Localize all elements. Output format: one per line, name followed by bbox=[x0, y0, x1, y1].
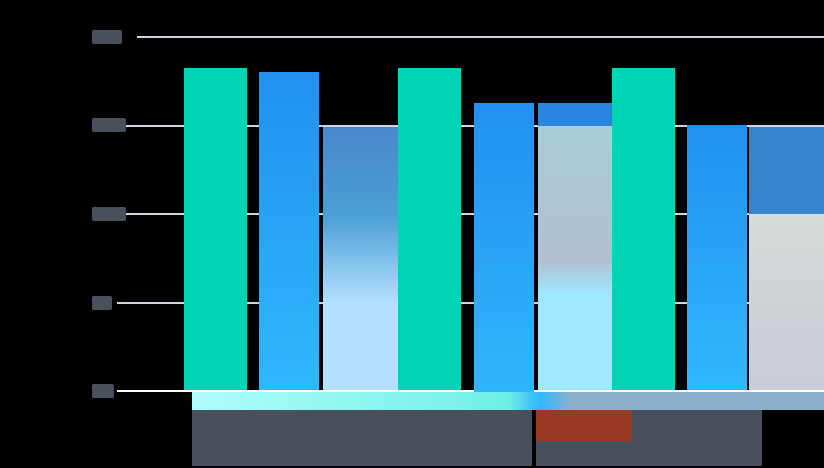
y-tick-label: 20 bbox=[92, 30, 122, 44]
bar-series-a bbox=[398, 68, 461, 390]
gridline bbox=[117, 390, 824, 392]
y-tick-label: 0 bbox=[92, 384, 114, 398]
bar-series-c bbox=[323, 127, 398, 390]
gridline bbox=[117, 125, 824, 127]
bar-series-c bbox=[749, 127, 824, 390]
x-axis-strip bbox=[192, 392, 824, 410]
bar-series-a bbox=[612, 68, 675, 390]
gridline bbox=[137, 36, 824, 38]
bar-series-b bbox=[687, 125, 747, 390]
bar-series-c bbox=[538, 103, 612, 390]
x-tick-label: Group 1 bbox=[192, 410, 532, 466]
bar-series-b bbox=[474, 103, 534, 410]
bar-series-a bbox=[184, 68, 247, 390]
y-tick-label: 10 bbox=[92, 207, 126, 221]
x-tick-label: Group 3 bbox=[632, 410, 762, 466]
gridline bbox=[117, 213, 824, 215]
y-tick-label: 5 bbox=[92, 296, 112, 310]
x-tick-label: Group 2 bbox=[536, 410, 632, 466]
bar-series-b bbox=[259, 72, 319, 390]
gridline bbox=[117, 302, 824, 304]
y-tick-label: 15 bbox=[92, 118, 126, 132]
